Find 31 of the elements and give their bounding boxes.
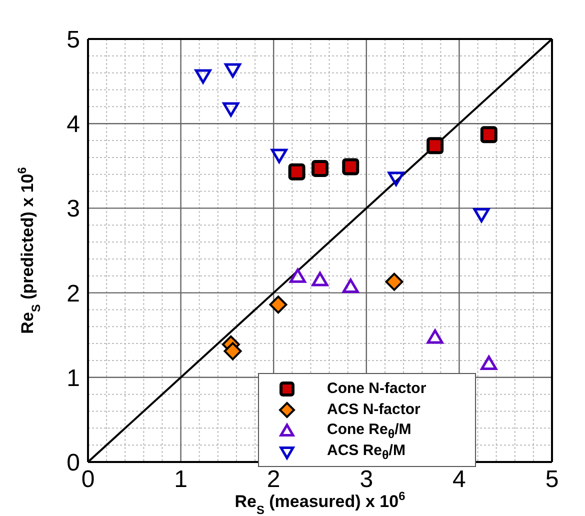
y-tick-label: 3 — [66, 196, 80, 223]
point — [480, 126, 498, 144]
point — [342, 158, 360, 176]
point — [270, 148, 288, 164]
y-tick-label: 4 — [66, 111, 80, 138]
point — [224, 342, 242, 360]
point — [388, 172, 404, 186]
point — [426, 137, 444, 154]
point — [269, 296, 288, 314]
point — [194, 69, 212, 84]
legend-label: Cone Re$_{θ}$/M — [327, 420, 412, 440]
x-tick-label: 4 — [452, 466, 466, 494]
x-tick-label: 1 — [174, 466, 188, 494]
y-tick-label: 2 — [66, 280, 80, 308]
point — [385, 272, 404, 291]
point — [480, 356, 498, 370]
legend-label: ACS Re$_{θ}$/M — [327, 442, 406, 462]
point — [289, 268, 306, 283]
y-tick-label: 1 — [66, 364, 80, 392]
point — [224, 63, 242, 78]
legend-label: Cone N-factor — [327, 380, 426, 397]
point — [342, 278, 359, 294]
legend-label: ACS N-factor — [327, 401, 420, 418]
point — [473, 208, 490, 222]
point — [222, 102, 240, 117]
point — [312, 160, 328, 177]
point — [426, 329, 444, 344]
point — [288, 163, 306, 180]
point — [312, 272, 328, 286]
x-tick-label: 5 — [545, 466, 559, 494]
y-tick-label: 5 — [66, 26, 80, 54]
